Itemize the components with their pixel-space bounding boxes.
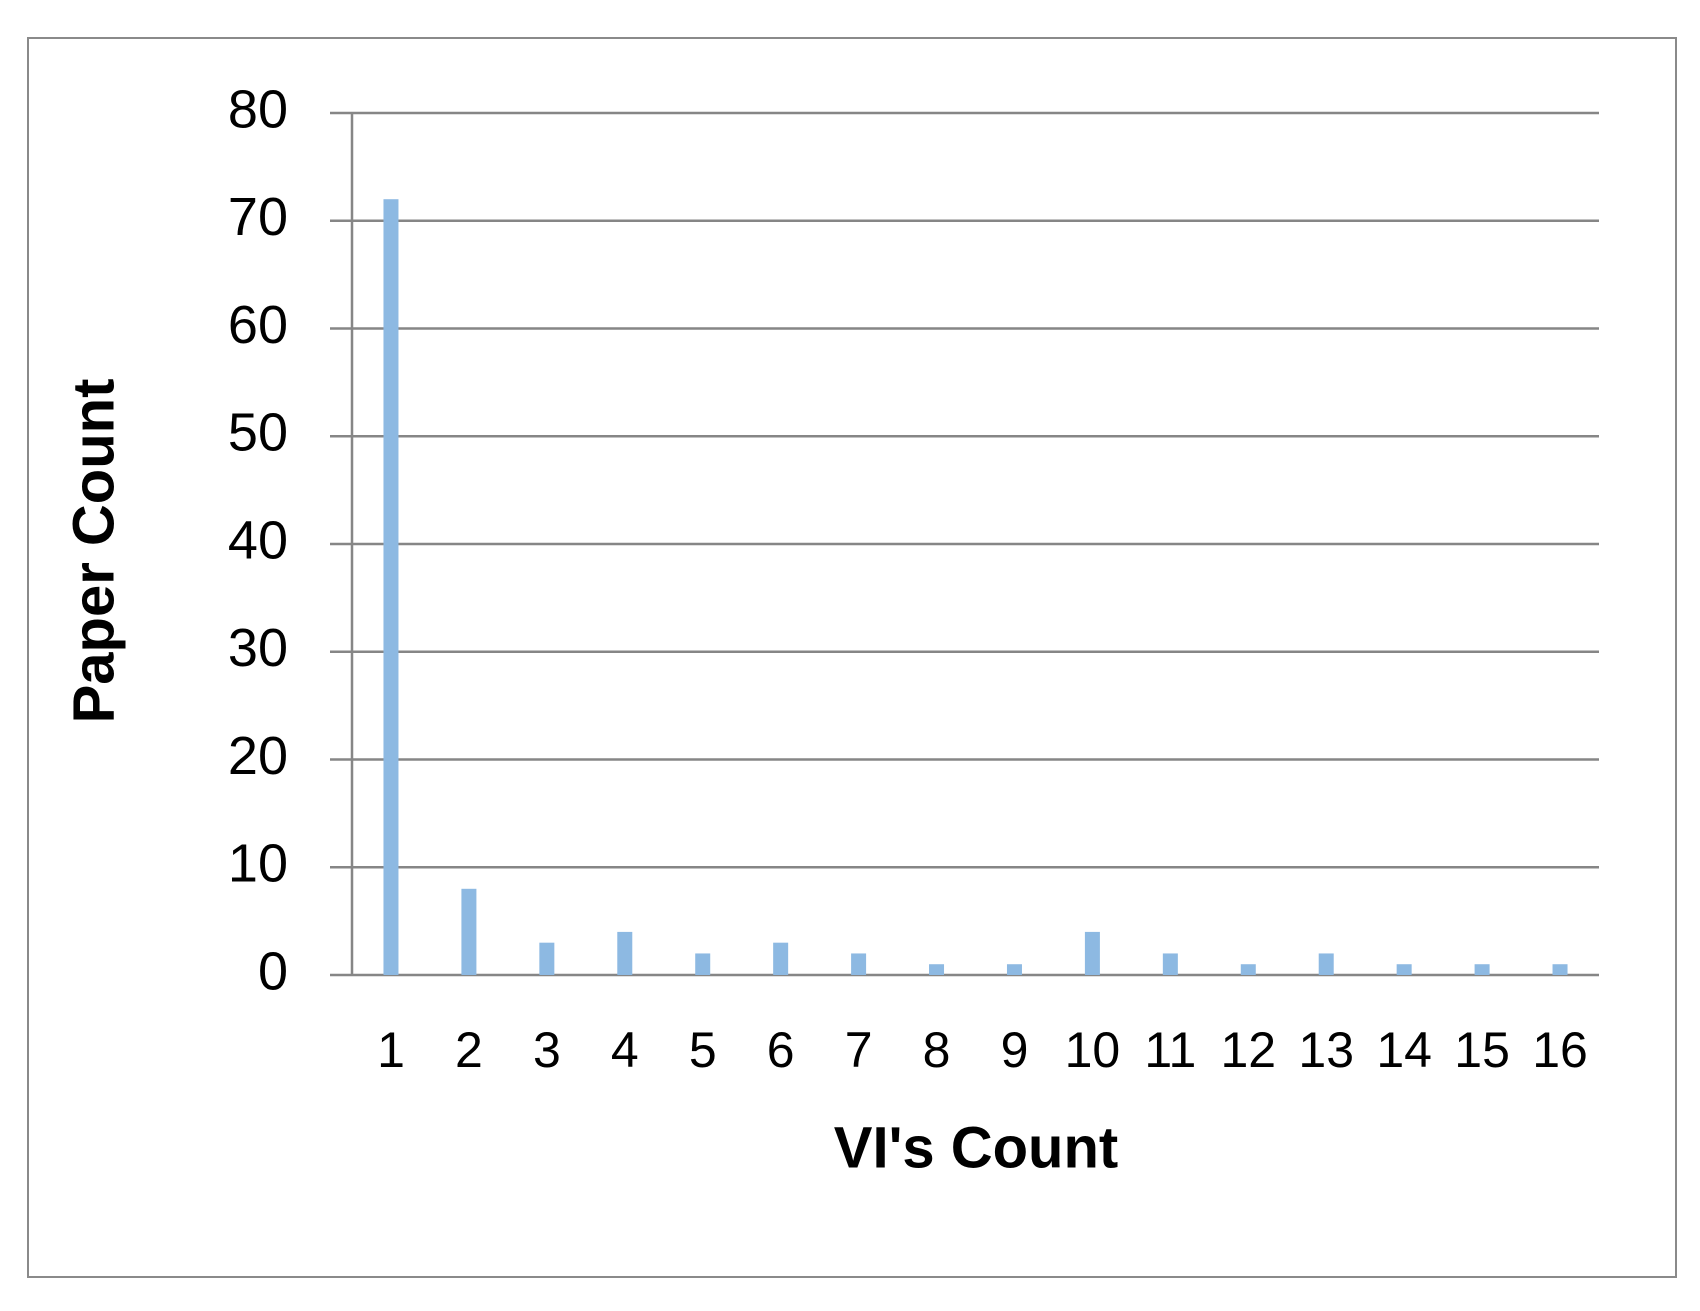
x-tick-label: 6 <box>767 1022 795 1078</box>
y-tick-label: 70 <box>228 187 288 247</box>
bar <box>1552 964 1568 975</box>
x-tick-label: 1 <box>377 1022 405 1078</box>
bar <box>1318 953 1334 975</box>
x-tick-label: 5 <box>689 1022 717 1078</box>
bar <box>539 942 555 975</box>
y-tick-label: 40 <box>228 510 288 570</box>
x-tick-label: 9 <box>1001 1022 1029 1078</box>
y-tick-label: 60 <box>228 295 288 355</box>
x-tick-label: 4 <box>611 1022 639 1078</box>
bar <box>461 888 477 975</box>
y-tick-label: 50 <box>228 403 288 463</box>
bar <box>617 931 633 975</box>
y-tick-label: 0 <box>258 941 288 1001</box>
x-tick-label: 15 <box>1454 1022 1510 1078</box>
bar <box>1396 964 1412 975</box>
x-tick-label: 11 <box>1144 1022 1196 1078</box>
bar <box>383 199 399 975</box>
y-tick-label: 20 <box>228 726 288 786</box>
bar <box>851 953 867 975</box>
x-tick-label: 8 <box>923 1022 951 1078</box>
x-tick-label: 12 <box>1220 1022 1276 1078</box>
y-tick-label: 80 <box>228 79 288 139</box>
bar <box>1474 964 1490 975</box>
bar <box>929 964 945 975</box>
x-axis-title: VI's Count <box>834 1115 1118 1180</box>
bar <box>1162 953 1178 975</box>
x-tick-label: 10 <box>1065 1022 1121 1078</box>
y-tick-label: 10 <box>228 834 288 894</box>
bar <box>1240 964 1256 975</box>
x-tick-label: 7 <box>845 1022 873 1078</box>
y-axis-title: Paper Count <box>61 379 126 724</box>
x-tick-label: 14 <box>1376 1022 1432 1078</box>
x-tick-label: 16 <box>1532 1022 1588 1078</box>
bar <box>695 953 711 975</box>
chart-border <box>27 37 1677 1278</box>
y-tick-label: 30 <box>228 618 288 678</box>
x-tick-label: 3 <box>533 1022 561 1078</box>
bar <box>1084 931 1100 975</box>
bar <box>773 942 789 975</box>
x-tick-label: 13 <box>1298 1022 1354 1078</box>
x-tick-label: 2 <box>455 1022 483 1078</box>
bar <box>1006 964 1022 975</box>
